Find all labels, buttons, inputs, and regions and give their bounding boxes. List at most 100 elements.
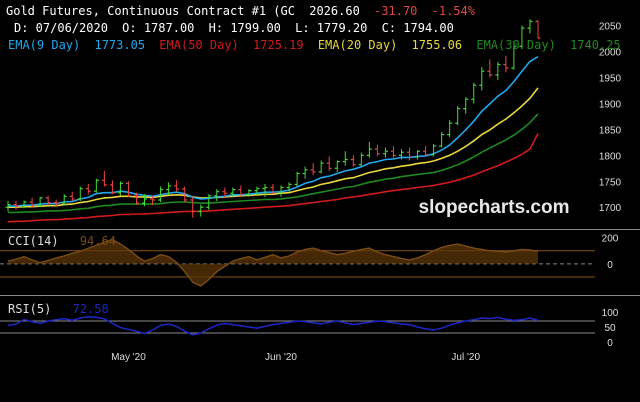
candle (117, 181, 123, 196)
candle (61, 194, 67, 206)
candle (278, 185, 284, 197)
price-tick-label: 2000 (599, 48, 622, 59)
candle (479, 67, 485, 91)
rsi-value: 72.58 (73, 302, 109, 316)
low-label: L: 1779.20 (295, 21, 367, 35)
high-label: H: 1799.00 (209, 21, 281, 35)
chart-title: Gold Futures, Continuous Contract #1 (GC (6, 4, 295, 18)
x-tick-label: Jul '20 (451, 352, 480, 363)
price-y-axis: 1700 1750 1800 1850 1900 1950 2000 2050 (599, 22, 622, 215)
x-tick-label: May '20 (111, 352, 146, 363)
rsi-label: RSI(5) (8, 302, 51, 316)
ema9-label: EMA(9 Day) (8, 38, 80, 52)
rsi-tick-label: 100 (602, 308, 619, 319)
candle (254, 186, 260, 196)
candle (302, 166, 308, 179)
candle (334, 160, 340, 172)
chart-title-line: Gold Futures, Continuous Contract #1 (GC… (6, 4, 476, 18)
candle (37, 196, 43, 208)
candle (398, 149, 404, 160)
candle (423, 145, 429, 157)
candle (5, 201, 11, 212)
candle (53, 199, 59, 207)
candle (262, 183, 268, 197)
candle (407, 147, 413, 161)
candle (230, 187, 236, 197)
candle (318, 160, 324, 174)
cci-line (7, 238, 539, 287)
candle (495, 61, 501, 81)
candle (358, 152, 364, 167)
price-tick-label: 2050 (599, 22, 622, 33)
rsi-tick-label: 0 (607, 338, 613, 349)
ohlc-line: D: 07/06/2020 O: 1787.00 H: 1799.00 L: 1… (14, 21, 454, 35)
price-tick-label: 1900 (599, 99, 622, 110)
cci-legend: CCI(14) 94.64 (8, 234, 116, 248)
candle (142, 194, 148, 207)
candle (238, 185, 244, 196)
candle (294, 171, 300, 187)
candle (527, 19, 533, 34)
open-label: O: 1787.00 (122, 21, 194, 35)
cci-area (8, 239, 538, 287)
candle (182, 186, 188, 203)
candle (342, 151, 348, 166)
cci-tick-label: 0 (607, 260, 613, 271)
candle (455, 106, 461, 126)
ema9-value: 1773.05 (94, 38, 145, 52)
candle (29, 197, 35, 208)
watermark: slopecharts.com (419, 197, 570, 218)
ema50-value: 1725.19 (253, 38, 304, 52)
candle (350, 155, 356, 167)
candle (158, 186, 164, 203)
candle (109, 180, 115, 195)
ema20-label: EMA(20 Day) (318, 38, 397, 52)
price-tick-label: 1950 (599, 73, 622, 84)
candle (222, 187, 228, 198)
date-axis: May '20 Jun '20 Jul '20 (111, 352, 480, 363)
price-tick-label: 1750 (599, 177, 622, 188)
rsi-line (7, 316, 539, 336)
candle (150, 195, 156, 206)
candle (246, 189, 252, 197)
candle (69, 191, 75, 202)
ema30-label: EMA(30 Day) (476, 38, 555, 52)
candle (447, 120, 453, 138)
ema30-value: 1740.25 (570, 38, 621, 52)
candle (503, 55, 509, 73)
candle (463, 97, 469, 114)
candle (326, 156, 332, 171)
rsi-plot: 100 50 0 (0, 308, 619, 349)
date-label: D: 07/06/2020 (14, 21, 108, 35)
price-change-pct: -1.54% (432, 4, 476, 18)
candlesticks (5, 19, 541, 218)
x-tick-label: Jun '20 (265, 352, 297, 363)
candle (310, 163, 316, 176)
candle (366, 141, 372, 158)
candle (535, 20, 541, 39)
candle (439, 131, 445, 148)
price-tick-label: 1800 (599, 151, 622, 162)
candle (415, 150, 421, 160)
rsi-tick-label: 50 (604, 323, 616, 334)
candle (77, 186, 83, 202)
price-tick-label: 1850 (599, 125, 622, 136)
ema30-line (8, 113, 539, 214)
candle (374, 144, 380, 157)
ema50-line (7, 133, 539, 223)
cci-plot: 2000 (0, 234, 619, 287)
candle (133, 192, 139, 205)
ema20-line (8, 87, 539, 208)
candle (190, 196, 196, 218)
candle (125, 181, 131, 197)
candle (45, 195, 51, 205)
ema-legend: EMA(9 Day) 1773.05 EMA(50 Day) 1725.19 E… (8, 38, 621, 52)
candle (286, 182, 292, 192)
candle (471, 82, 477, 104)
price-change: -31.70 (374, 4, 417, 18)
close-label: C: 1794.00 (382, 21, 454, 35)
cci-label: CCI(14) (8, 234, 59, 248)
cci-value: 94.64 (80, 234, 116, 248)
candle (21, 200, 27, 209)
cci-tick-label: 200 (602, 234, 619, 245)
